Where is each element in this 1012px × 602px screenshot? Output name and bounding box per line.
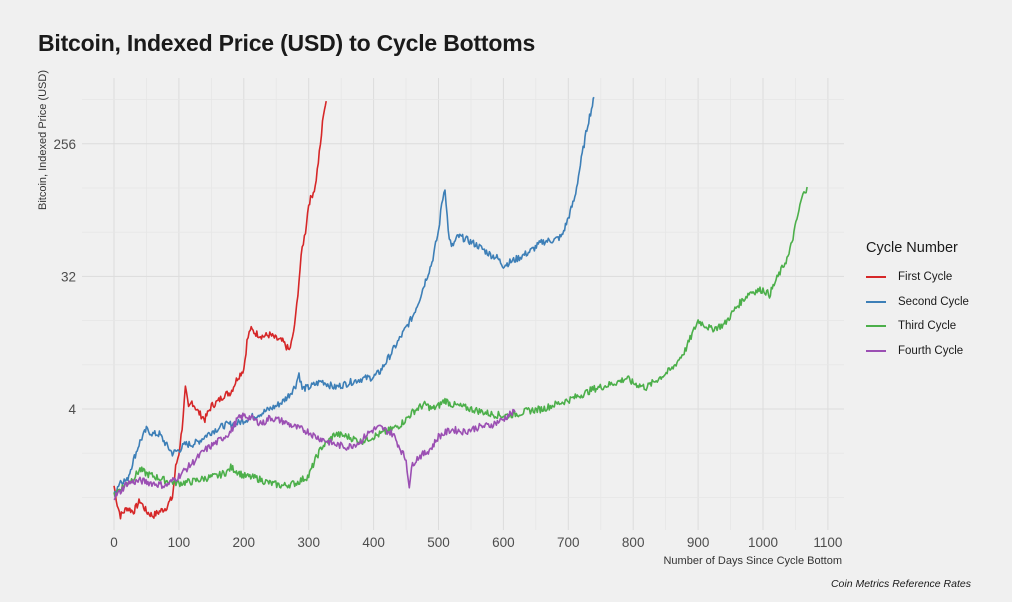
y-axis-label: Bitcoin, Indexed Price (USD) — [37, 70, 49, 210]
x-tick-labels: 0 100 200 300 400 500 600 700 800 900 1000 1100 — [110, 535, 842, 550]
series-line-fourth-cycle — [113, 408, 516, 501]
legend: Cycle Number First Cycle Second Cycle Th… — [866, 240, 969, 363]
legend-swatch-first-cycle — [866, 276, 886, 279]
series-lines — [113, 96, 808, 520]
x-tick-label: 1000 — [748, 535, 778, 550]
legend-swatch-second-cycle — [866, 300, 886, 303]
x-tick-label: 800 — [622, 535, 645, 550]
x-tick-label: 700 — [557, 535, 580, 550]
legend-title: Cycle Number — [866, 240, 958, 256]
plot-background — [82, 78, 844, 530]
series-line-first-cycle — [113, 100, 327, 520]
legend-item-third-cycle: Third Cycle — [866, 314, 969, 339]
x-tick-label: 200 — [233, 535, 256, 550]
chart-title: Bitcoin, Indexed Price (USD) to Cycle Bo… — [38, 30, 536, 56]
legend-label-second-cycle: Second Cycle — [898, 295, 969, 308]
y-tick-label: 256 — [53, 137, 76, 152]
legend-item-fourth-cycle: Fourth Cycle — [866, 339, 969, 364]
x-tick-label: 100 — [168, 535, 191, 550]
x-tick-label: 300 — [297, 535, 320, 550]
series-line-third-cycle — [113, 186, 808, 498]
legend-item-first-cycle: First Cycle — [866, 265, 969, 290]
x-tick-label: 900 — [687, 535, 710, 550]
x-tick-label: 0 — [110, 535, 118, 550]
series-line-second-cycle — [113, 96, 595, 495]
y-tick-labels: 4 32 256 — [53, 137, 76, 417]
legend-item-second-cycle: Second Cycle — [866, 290, 969, 315]
x-axis-label: Number of Days Since Cycle Bottom — [663, 555, 842, 567]
legend-label-fourth-cycle: Fourth Cycle — [898, 344, 964, 357]
legend-swatch-fourth-cycle — [866, 349, 886, 352]
source-caption: Coin Metrics Reference Rates — [830, 578, 971, 590]
legend-label-first-cycle: First Cycle — [898, 271, 953, 284]
y-tick-label: 4 — [68, 402, 76, 417]
x-tick-label: 500 — [427, 535, 450, 550]
legend-swatch-third-cycle — [866, 325, 886, 328]
x-tick-label: 1100 — [813, 535, 842, 550]
grid-lines — [82, 78, 844, 530]
x-tick-label: 600 — [492, 535, 515, 550]
x-tick-label: 400 — [362, 535, 385, 550]
legend-label-third-cycle: Third Cycle — [898, 320, 957, 333]
y-tick-label: 32 — [61, 269, 76, 284]
